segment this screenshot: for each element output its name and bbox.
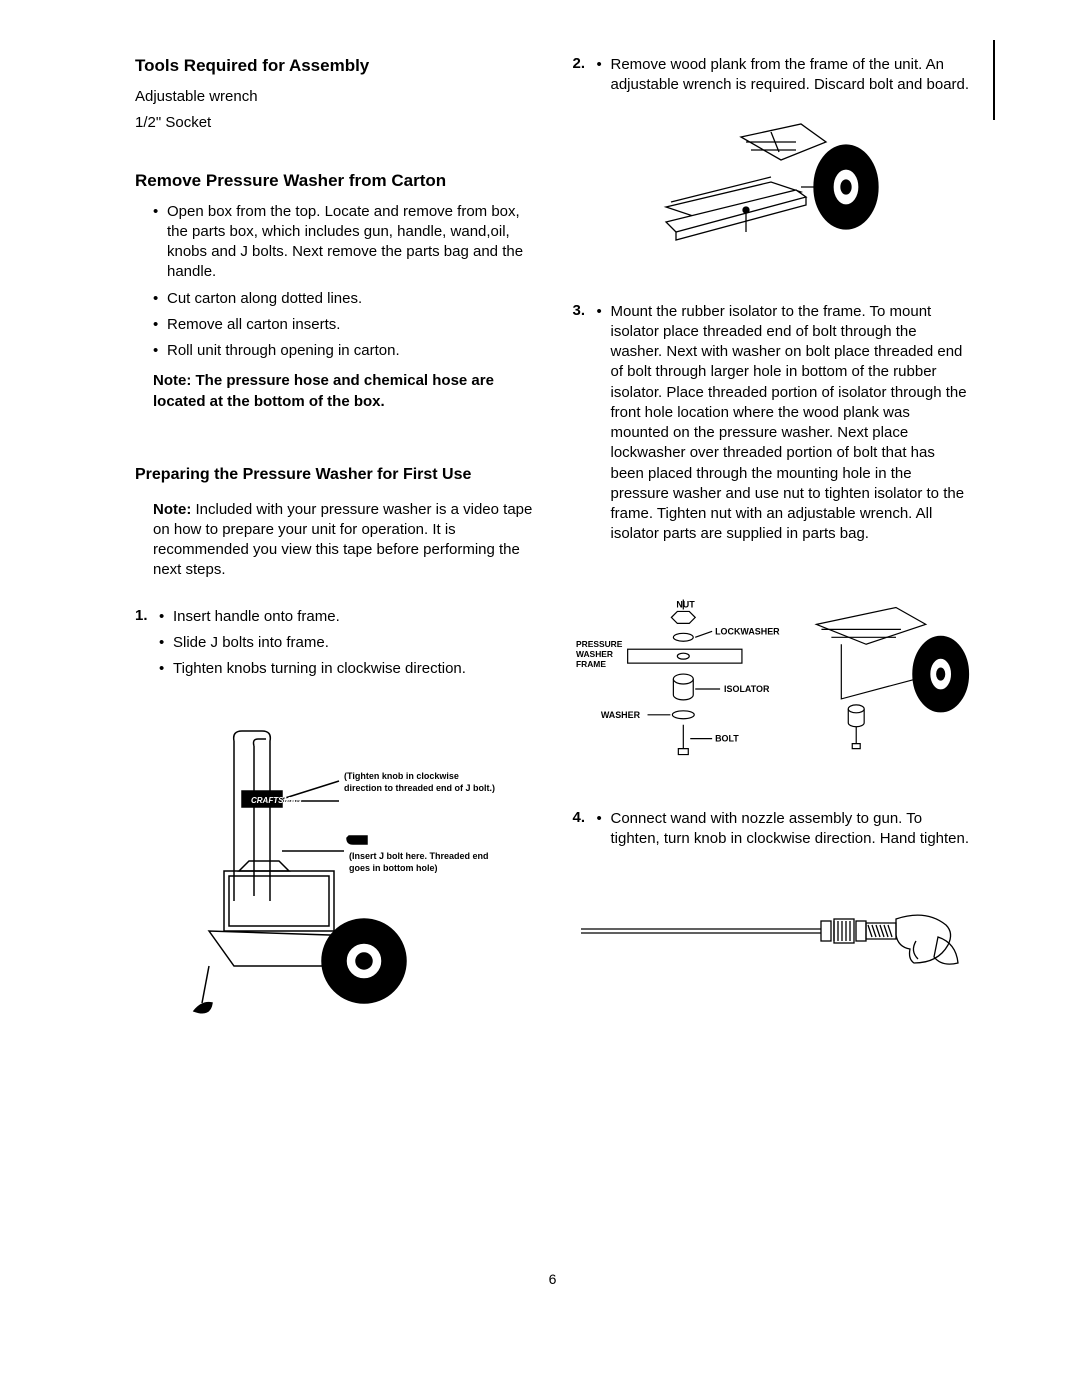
note-text: Included with your pressure washer is a … [153,501,532,579]
two-column-layout: Tools Required for Assembly Adjustable w… [135,55,970,1051]
fig1-callout2-l1: (Insert J bolt here. Threaded end [349,851,489,861]
remove-bullet-list: Open box from the top. Locate and remove… [153,202,533,362]
label-pwframe-2: WASHER [575,649,612,659]
tools-heading: Tools Required for Assembly [135,55,533,77]
note-text: The pressure hose and chemical hose are … [153,372,494,409]
step-3: 3. Mount the rubber isolator to the fram… [573,302,971,551]
tools-line-1: Adjustable wrench [135,87,533,107]
label-bolt: BOLT [715,733,739,743]
step-1: 1. Insert handle onto frame. Slide J bol… [135,607,533,686]
label-pwframe-3: FRAME [575,659,605,669]
figure-wand-gun [573,891,971,971]
step2-bullet: Remove wood plank from the frame of the … [597,55,971,96]
brand-label: CRAFTSMAN [251,796,302,805]
step3-bullet: Mount the rubber isolator to the frame. … [597,302,971,545]
wand-gun-illustration [576,891,966,971]
label-pwframe-1: PRESSURE [575,639,622,649]
prep-note: Note: Included with your pressure washer… [135,500,533,581]
page-number: 6 [135,1271,970,1287]
remove-plank-illustration [651,112,891,262]
step-number: 2. [573,55,597,102]
page: Tools Required for Assembly Adjustable w… [0,0,1080,1327]
remove-heading: Remove Pressure Washer from Carton [135,170,533,192]
figure-isolator-mount: NUT LOCKWASHER PRESSURE WASHER FRAME ISO… [573,599,971,769]
step4-bullet: Connect wand with nozzle assembly to gun… [597,809,971,850]
fig1-callout1-l2: direction to threaded end of J bolt.) [344,783,495,793]
step-content: Remove wood plank from the frame of the … [597,55,971,102]
step-number: 3. [573,302,597,551]
step1-bullet: Slide J bolts into frame. [159,633,533,653]
figure-remove-plank [573,112,971,262]
step-2: 2. Remove wood plank from the frame of t… [573,55,971,102]
fig1-callout1-l1: (Tighten knob in clockwise [344,771,459,781]
fig1-callout2-l2: goes in bottom hole) [349,863,438,873]
prep-heading: Preparing the Pressure Washer for First … [135,465,533,486]
remove-bullet: Roll unit through opening in carton. [153,341,533,361]
right-column: 2. Remove wood plank from the frame of t… [573,55,971,1051]
label-lockwasher: LOCKWASHER [715,626,780,636]
remove-bullet: Open box from the top. Locate and remove… [153,202,533,283]
label-washer: WASHER [600,709,640,719]
step-content: Insert handle onto frame. Slide J bolts … [159,607,533,686]
step-4: 4. Connect wand with nozzle assembly to … [573,809,971,856]
scan-edge-mark [993,40,995,120]
step1-bullet: Insert handle onto frame. [159,607,533,627]
note-label: Note: [153,372,191,389]
handle-assembly-illustration: CRAFTSMAN (Tighten knob in clockwise dir… [154,721,514,1041]
figure-handle-assembly: CRAFTSMAN (Tighten knob in clockwise dir… [135,721,533,1041]
step1-bullet: Tighten knobs turning in clockwise direc… [159,659,533,679]
remove-bullet: Cut carton along dotted lines. [153,289,533,309]
step-number: 4. [573,809,597,856]
step-content: Mount the rubber isolator to the frame. … [597,302,971,551]
remove-bullet: Remove all carton inserts. [153,315,533,335]
note-label: Note: [153,501,191,518]
left-column: Tools Required for Assembly Adjustable w… [135,55,533,1051]
step-number: 1. [135,607,159,686]
step-content: Connect wand with nozzle assembly to gun… [597,809,971,856]
isolator-illustration: NUT LOCKWASHER PRESSURE WASHER FRAME ISO… [573,599,971,769]
tools-line-2: 1/2" Socket [135,113,533,133]
remove-note: Note: The pressure hose and chemical hos… [135,371,533,412]
label-nut: NUT [676,599,695,609]
label-isolator: ISOLATOR [724,683,770,693]
